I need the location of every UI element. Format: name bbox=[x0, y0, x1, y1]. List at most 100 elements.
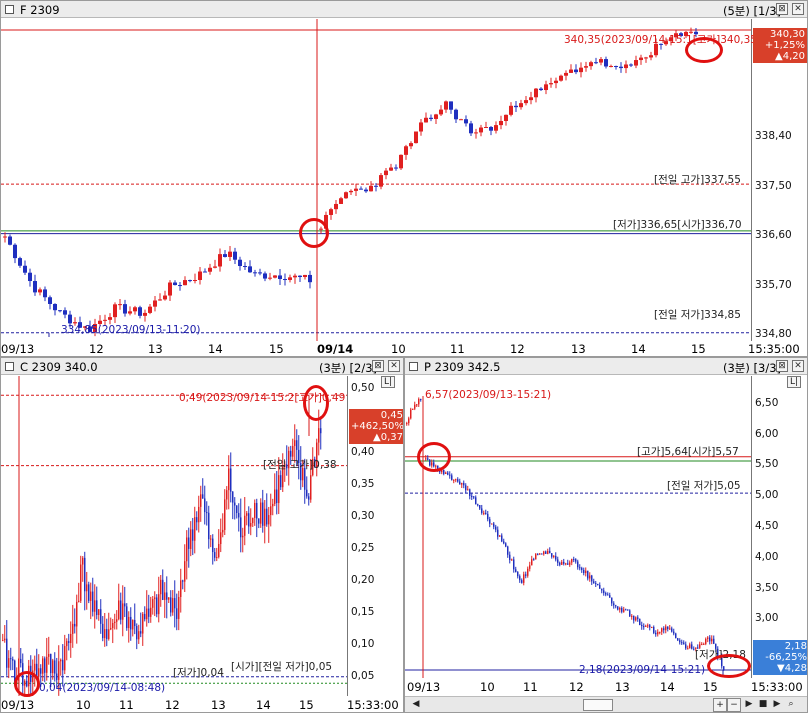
candle-body bbox=[609, 595, 611, 598]
x-tick-label: 15 bbox=[691, 342, 706, 356]
panel-select-box[interactable] bbox=[5, 362, 14, 371]
candle-body bbox=[637, 617, 639, 619]
y-tick-label: 0,10 bbox=[351, 637, 375, 650]
candle-body bbox=[48, 653, 50, 657]
candle-body bbox=[296, 440, 298, 450]
candle-body bbox=[114, 621, 116, 624]
futures-candles-svg bbox=[1, 19, 751, 341]
candle-body bbox=[515, 569, 517, 573]
y-tick-label: 336,60 bbox=[755, 229, 792, 242]
split-toggle-icon[interactable]: L| bbox=[787, 376, 802, 388]
candle-body bbox=[216, 557, 218, 559]
panel-select-box[interactable] bbox=[409, 362, 418, 371]
candle-body bbox=[683, 642, 685, 645]
candle-body bbox=[465, 485, 467, 491]
candle-body bbox=[634, 60, 638, 66]
candle-body bbox=[302, 468, 304, 481]
candle-body bbox=[122, 603, 124, 620]
candle-body bbox=[344, 192, 348, 199]
candle-body bbox=[218, 543, 220, 558]
call-time-axis: 09/13 10 11 12 13 14 15 15:33:00 bbox=[1, 697, 403, 712]
candle-body bbox=[282, 466, 284, 488]
candle-body bbox=[454, 109, 458, 120]
candle-body bbox=[248, 513, 250, 527]
maximize-icon[interactable]: ⊠ bbox=[372, 360, 384, 372]
maximize-icon[interactable]: ⊠ bbox=[776, 360, 788, 372]
candle-body bbox=[58, 661, 60, 680]
candle-body bbox=[649, 55, 653, 58]
candle-body bbox=[193, 280, 197, 282]
candle-body bbox=[164, 592, 166, 600]
candle-body bbox=[300, 462, 302, 481]
candle-body bbox=[575, 559, 577, 562]
close-icon[interactable]: ✕ bbox=[388, 360, 400, 372]
candle-body bbox=[559, 75, 563, 81]
candle-body bbox=[234, 502, 236, 506]
candle-body bbox=[93, 323, 97, 332]
candle-body bbox=[529, 97, 533, 101]
candle-body bbox=[192, 529, 194, 541]
candle-body bbox=[260, 502, 262, 524]
candle-body bbox=[210, 538, 212, 540]
panel-select-box[interactable] bbox=[5, 5, 14, 14]
x-tick-label: 14 bbox=[660, 680, 675, 694]
candle-body bbox=[88, 326, 92, 332]
scroll-thumb[interactable] bbox=[583, 699, 613, 711]
candle-body bbox=[713, 638, 715, 644]
candle-body bbox=[494, 125, 498, 131]
magnify-icon[interactable]: ⌕ bbox=[788, 699, 794, 709]
call-min-label: 0,04(2023/09/14-08:48) bbox=[39, 682, 166, 694]
close-icon[interactable]: ✕ bbox=[792, 360, 804, 372]
zoom-out-icon[interactable]: − bbox=[727, 698, 741, 712]
close-icon[interactable]: ✕ bbox=[792, 3, 804, 15]
candle-body bbox=[233, 251, 237, 260]
candle-body bbox=[412, 408, 414, 410]
candle-body bbox=[663, 628, 665, 631]
futures-price-plot[interactable] bbox=[1, 19, 751, 341]
candle-body bbox=[272, 503, 274, 507]
scroll-left-icon[interactable]: ◀ bbox=[412, 699, 420, 709]
x-tick-label: 10 bbox=[76, 698, 91, 712]
candle-body bbox=[537, 554, 539, 556]
candle-body bbox=[679, 640, 681, 643]
put-min-label: 2,18(2023/09/14-15:21) bbox=[579, 664, 706, 676]
candle-body bbox=[36, 663, 38, 677]
candle-body bbox=[64, 646, 66, 671]
candle-body bbox=[573, 559, 575, 561]
candle-body bbox=[62, 659, 64, 671]
play-icon[interactable]: ▶ bbox=[745, 699, 753, 709]
put-price-plot[interactable] bbox=[405, 376, 751, 678]
candle-body bbox=[374, 185, 378, 187]
call-price-plot[interactable] bbox=[1, 376, 347, 696]
call-option-chart-panel: C 2309 340.0 (3분) [2/3] ⊠ ✕ L| 0,500,450… bbox=[0, 357, 404, 713]
candle-body bbox=[240, 517, 242, 538]
candle-body bbox=[228, 468, 230, 491]
candle-body bbox=[639, 618, 641, 625]
candle-body bbox=[485, 512, 487, 514]
candle-body bbox=[591, 575, 593, 582]
split-toggle-icon[interactable]: L| bbox=[381, 376, 396, 388]
maximize-icon[interactable]: ⊠ bbox=[776, 3, 788, 15]
candle-body bbox=[687, 648, 689, 650]
x-tick-label: 11 bbox=[119, 698, 134, 712]
candle-body bbox=[108, 629, 110, 639]
candle-body bbox=[673, 631, 675, 634]
candle-body bbox=[707, 637, 709, 639]
candle-body bbox=[541, 553, 543, 555]
candle-body bbox=[173, 282, 177, 286]
candle-body bbox=[334, 203, 338, 210]
candle-body bbox=[695, 647, 697, 649]
zoom-in-icon[interactable]: + bbox=[713, 698, 727, 712]
candle-body bbox=[364, 189, 368, 192]
candle-body bbox=[203, 271, 207, 273]
candle-body bbox=[577, 561, 579, 568]
candle-body bbox=[394, 167, 398, 169]
candle-body bbox=[399, 154, 403, 169]
candle-body bbox=[123, 304, 127, 314]
step-icon[interactable]: ▶ bbox=[773, 699, 781, 709]
candle-body bbox=[223, 254, 227, 257]
stop-icon[interactable]: ■ bbox=[758, 699, 768, 709]
candle-body bbox=[709, 637, 711, 642]
candle-body bbox=[230, 468, 232, 492]
candle-body bbox=[196, 517, 198, 523]
